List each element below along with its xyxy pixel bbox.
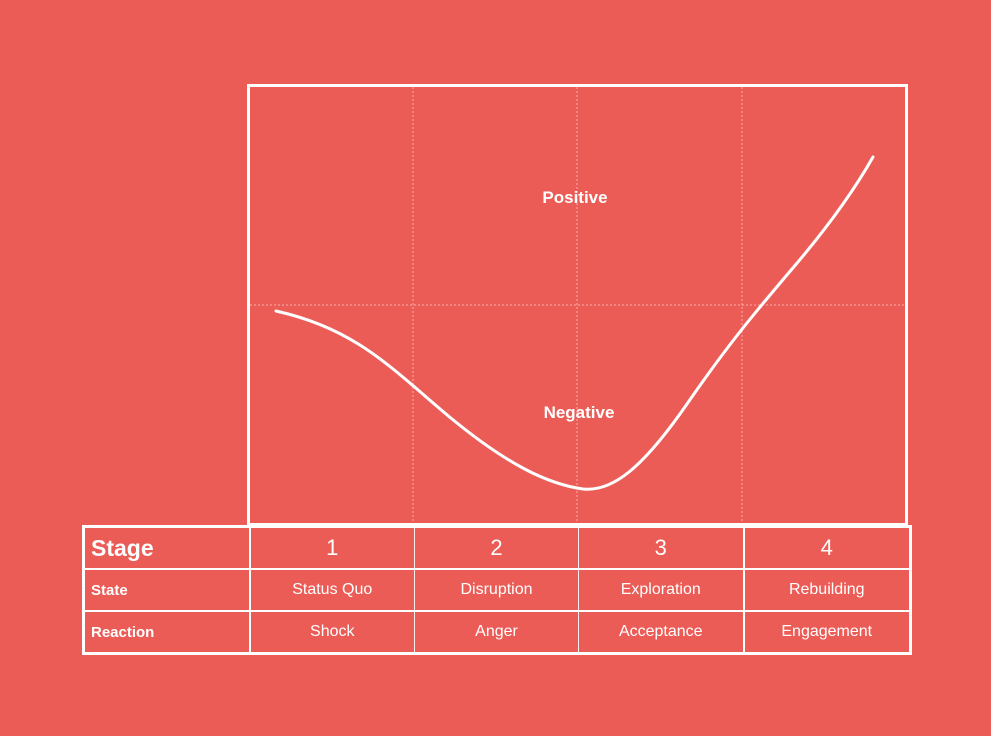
state-row-label: State <box>82 568 251 612</box>
stage-cell: 2 <box>414 525 579 570</box>
reaction-cell: Shock <box>249 610 415 655</box>
stage-row: Stage 1 2 3 4 <box>82 525 912 570</box>
state-cell: Disruption <box>414 568 579 612</box>
chart-frame <box>247 84 908 526</box>
state-cell: Rebuilding <box>742 568 912 612</box>
reaction-row-label: Reaction <box>82 610 251 655</box>
stage-cell: 3 <box>578 525 744 570</box>
change-curve <box>274 155 875 491</box>
reaction-cell: Anger <box>414 610 579 655</box>
stage-cell: 1 <box>249 525 415 570</box>
positive-zone-label: Positive <box>542 188 608 207</box>
stage-table: Stage 1 2 3 4 State Status Quo Disruptio… <box>82 525 912 655</box>
change-curve-svg <box>247 84 908 526</box>
stage-row-label: Stage <box>82 525 251 570</box>
state-cell: Exploration <box>578 568 744 612</box>
reaction-cell: Engagement <box>742 610 912 655</box>
negative-zone-label: Negative <box>543 403 615 422</box>
state-row: State Status Quo Disruption Exploration … <box>82 568 912 612</box>
stage-cell: 4 <box>742 525 912 570</box>
reaction-cell: Acceptance <box>578 610 744 655</box>
reaction-row: Reaction Shock Anger Acceptance Engageme… <box>82 610 912 655</box>
state-cell: Status Quo <box>249 568 415 612</box>
change-curve-chart: Positive Negative <box>247 84 908 526</box>
